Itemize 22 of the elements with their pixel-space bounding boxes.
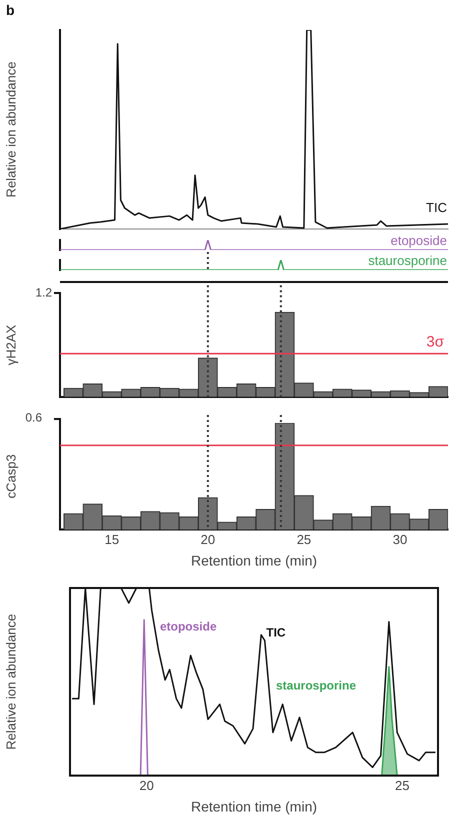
series-label: etoposide: [390, 233, 447, 248]
ref-line-label: 3σ: [426, 333, 445, 350]
y-tick-label: 1.2: [35, 286, 52, 300]
annotation: TIC: [266, 625, 286, 640]
y-axis-title: Relative ion abundance: [3, 614, 18, 750]
x-tick-label: 20: [139, 778, 154, 793]
annotation: staurosporine: [276, 678, 356, 692]
text: b: [6, 2, 15, 18]
x-tick-label: 20: [200, 532, 216, 547]
series-label: staurosporine: [368, 253, 447, 268]
text: 0.6: [25, 410, 42, 424]
x-tick-label: 25: [394, 778, 410, 793]
y-axis-title: cCasp3: [3, 454, 18, 498]
x-axis-title: Retention time (min): [190, 798, 318, 814]
y-axis-title: γH2AX: [3, 324, 18, 366]
y-axis-title: Relative ion abundance: [3, 62, 18, 198]
x-tick-label: 30: [392, 532, 408, 547]
x-axis-title: Retention time (min): [190, 552, 318, 568]
x-tick-label: 15: [104, 532, 120, 547]
annotation: etoposide: [160, 620, 217, 634]
series-label: TIC: [426, 200, 447, 216]
x-tick-label: 25: [296, 532, 312, 547]
